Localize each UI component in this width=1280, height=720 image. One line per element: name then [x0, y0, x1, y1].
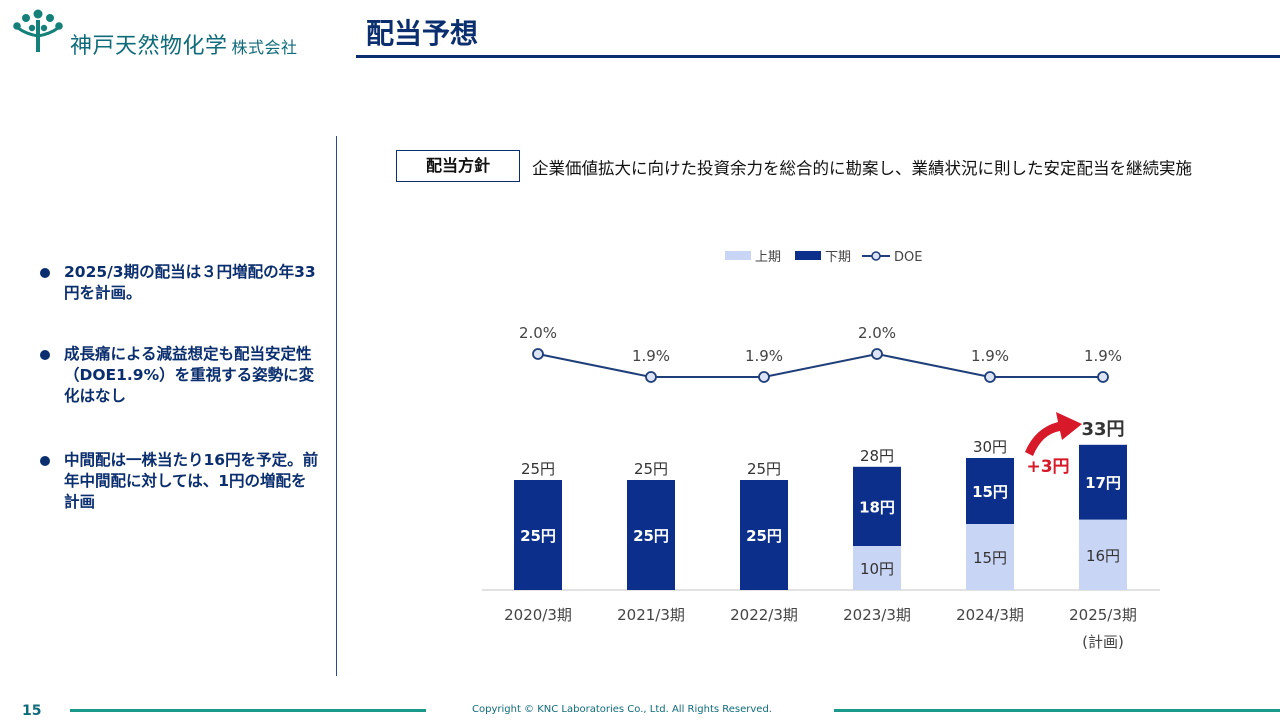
company-name-main: 神戸天然物化学	[70, 34, 228, 59]
bar-total-label: 25円	[521, 460, 555, 478]
company-name-suffix: 株式会社	[231, 38, 298, 57]
bullet-item: 2025/3期の配当は３円増配の年33円を計画。	[40, 262, 320, 304]
bullet-item: 中間配は一株当たり16円を予定。前年中間配に対しては、1円の増配を計画	[40, 450, 320, 513]
bar-second-half	[627, 480, 675, 590]
x-tick-note: (計画)	[1082, 633, 1124, 651]
legend-swatch-1	[795, 251, 821, 260]
x-tick-label: 2024/3期	[956, 606, 1024, 624]
bar-total-label: 30円	[973, 438, 1007, 456]
doe-label: 1.9%	[1084, 347, 1122, 365]
bar-first-half	[853, 546, 901, 590]
bullet-dot-icon	[40, 456, 50, 466]
page-title: 配当予想	[366, 17, 479, 50]
increase-annotation: +3円	[1026, 457, 1069, 477]
bar-total-label: 25円	[747, 460, 781, 478]
bar-first-half	[1079, 519, 1127, 590]
bullet-dot-icon	[40, 350, 50, 360]
bar-total-label: 28円	[860, 447, 894, 465]
bar-first-half	[966, 524, 1014, 590]
bar-label-first-half: 10円	[860, 560, 894, 578]
bar-label-second-half: 25円	[633, 527, 669, 545]
bar-label-second-half: 17円	[1085, 474, 1121, 492]
doe-point	[758, 371, 770, 383]
bullet-item: 成長痛による減益想定も配当安定性（DOE1.9%）を重視する姿勢に変化はなし	[40, 344, 320, 407]
bar-second-half	[1079, 444, 1127, 520]
bar-second-half	[514, 480, 562, 590]
bar-total-label: 25円	[634, 460, 668, 478]
x-tick-label: 2021/3期	[617, 606, 685, 624]
doe-label: 1.9%	[632, 347, 670, 365]
bullet-text: 2025/3期の配当は３円増配の年33円を計画。	[64, 263, 316, 302]
bar-total-label: 33円	[1081, 419, 1124, 440]
company-logo	[13, 9, 63, 52]
column-divider	[336, 136, 337, 676]
bar-label-second-half: 25円	[520, 527, 556, 545]
legend-label: 上期	[755, 250, 781, 265]
policy-text: 企業価値拡大に向けた投資余力を総合的に勘案し、業績状況に則した安定配当を継続実施	[532, 159, 1192, 178]
footer-rule-left	[70, 709, 426, 712]
doe-point	[532, 348, 544, 360]
doe-point	[871, 348, 883, 360]
policy-label-box: 配当方針	[396, 150, 520, 182]
bar-second-half	[740, 480, 788, 590]
bar-label-first-half: 16円	[1086, 547, 1120, 565]
page-number: 15	[22, 703, 42, 719]
bar-second-half	[853, 466, 901, 546]
bullet-text: 中間配は一株当たり16円を予定。前年中間配に対しては、1円の増配を計画	[64, 451, 319, 511]
legend-swatch-0	[725, 251, 751, 260]
title-underline	[356, 55, 1280, 58]
x-tick-label: 2025/3期	[1069, 606, 1137, 624]
copyright: Copyright © KNC Laboratories Co., Ltd. A…	[472, 704, 772, 715]
bullet-text: 成長痛による減益想定も配当安定性（DOE1.9%）を重視する姿勢に変化はなし	[64, 345, 315, 405]
doe-label: 1.9%	[745, 347, 783, 365]
legend-label: 下期	[825, 250, 851, 265]
doe-label: 1.9%	[971, 347, 1009, 365]
doe-label: 2.0%	[858, 324, 896, 342]
doe-line	[537, 352, 1103, 378]
bar-second-half	[966, 458, 1014, 524]
company-name: 神戸天然物化学 株式会社	[70, 28, 298, 60]
x-tick-label: 2020/3期	[504, 606, 572, 624]
bar-label-second-half: 15円	[972, 483, 1008, 501]
legend-swatch-marker	[871, 251, 881, 261]
footer-rule-right	[834, 709, 1280, 712]
doe-point	[1097, 371, 1109, 383]
x-tick-label: 2022/3期	[730, 606, 798, 624]
doe-point	[645, 371, 657, 383]
bar-label-second-half: 18円	[859, 498, 895, 516]
bar-label-second-half: 25円	[746, 527, 782, 545]
legend-label: DOE	[894, 250, 922, 265]
x-tick-label: 2023/3期	[843, 606, 911, 624]
doe-point	[984, 371, 996, 383]
doe-label: 2.0%	[519, 324, 557, 342]
bar-label-first-half: 15円	[973, 549, 1007, 567]
bullet-dot-icon	[40, 268, 50, 278]
increase-arrow-icon	[1025, 412, 1082, 456]
